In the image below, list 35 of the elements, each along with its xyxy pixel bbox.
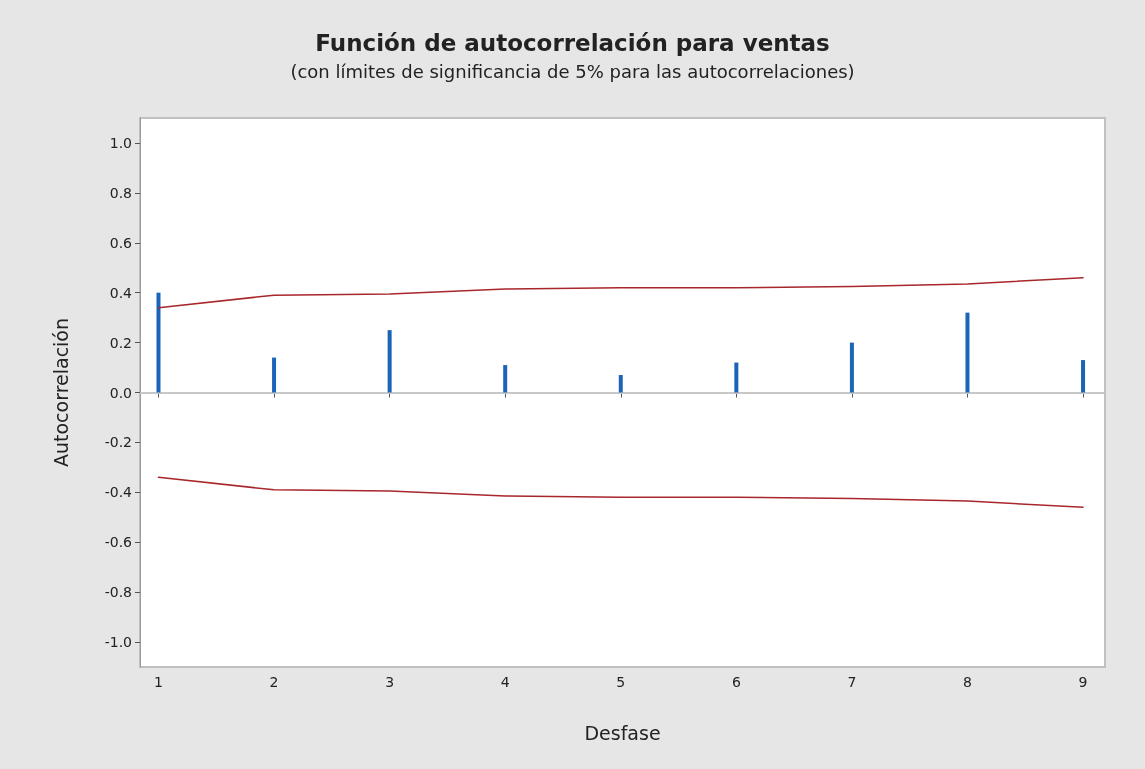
- y-axis-title: Autocorrelación: [49, 317, 72, 468]
- bar: [965, 312, 970, 393]
- x-tick-label: 7: [847, 674, 857, 690]
- y-tick-label: 0.8: [109, 184, 132, 201]
- y-tick-label: -0.2: [104, 434, 132, 451]
- y-tick-label: -0.4: [104, 484, 133, 501]
- chart-subtitle: (con límites de significancia de 5% para las autocorrelaciones): [290, 60, 855, 82]
- x-tick-label: 3: [385, 674, 395, 690]
- y-tick-label: 0.0: [109, 384, 132, 401]
- y-tick-label: -0.6: [104, 534, 133, 551]
- bar: [1081, 360, 1086, 393]
- y-tick-label: 0.2: [109, 334, 132, 351]
- x-tick-label: 4: [500, 674, 510, 690]
- bar: [618, 375, 623, 393]
- y-tick-label: -1.0: [104, 634, 132, 651]
- bar: [849, 342, 854, 393]
- bar: [156, 292, 161, 393]
- x-tick-label: 5: [616, 674, 626, 690]
- chart-title: Función de autocorrelación para ventas: [315, 29, 830, 56]
- x-tick-label: 2: [269, 674, 279, 690]
- y-tick-label: -0.8: [104, 584, 132, 601]
- bar: [272, 357, 277, 393]
- bar: [734, 362, 739, 393]
- y-tick-label: 1.0: [109, 134, 132, 151]
- y-tick-label: 0.4: [109, 284, 133, 301]
- line-series: [157, 476, 1084, 509]
- line-series: [157, 276, 1084, 309]
- x-tick-label: 1: [154, 674, 163, 690]
- y-tick-label: 0.6: [109, 234, 133, 251]
- x-tick-label: 6: [731, 674, 741, 690]
- bar: [503, 365, 508, 393]
- x-tick-label: 9: [1078, 674, 1088, 690]
- x-tick-label: 8: [963, 674, 972, 690]
- bar: [387, 330, 392, 393]
- x-axis-title: Desfase: [584, 721, 661, 744]
